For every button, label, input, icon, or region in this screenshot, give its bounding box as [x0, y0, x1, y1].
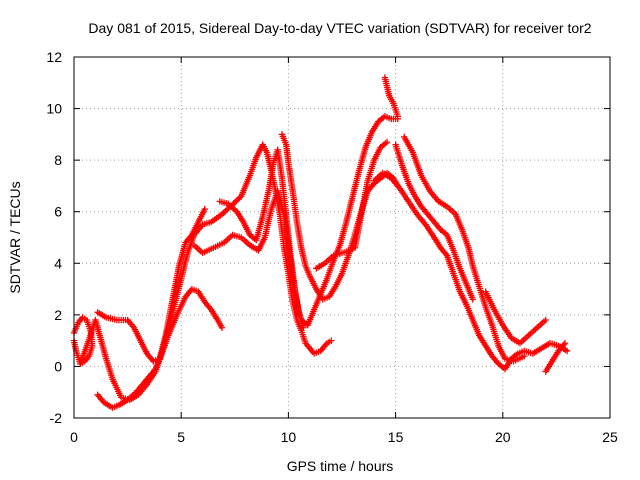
series-arc-10	[381, 74, 401, 120]
data-point	[300, 324, 307, 331]
x-tick-label: 25	[602, 429, 618, 445]
y-tick-label: 12	[46, 49, 62, 65]
series-arc-3	[94, 285, 226, 411]
y-tick-label: -2	[50, 410, 63, 426]
x-tick-label: 10	[281, 429, 297, 445]
y-tick-label: 2	[54, 307, 62, 323]
data-point	[563, 347, 571, 355]
data-points	[70, 74, 571, 411]
data-point	[328, 337, 335, 344]
y-tick-label: 4	[54, 255, 62, 271]
y-tick-label: 6	[54, 204, 62, 220]
chart-title: Day 081 of 2015, Sidereal Day-to-day VTE…	[88, 20, 591, 36]
data-point	[383, 138, 391, 146]
x-tick-label: 20	[495, 429, 511, 445]
data-point	[295, 311, 303, 319]
x-tick-label: 15	[388, 429, 404, 445]
series-arc-12	[400, 133, 528, 365]
series-arc-4	[94, 205, 208, 365]
plot-frame	[73, 56, 611, 419]
data-point-interp	[231, 198, 239, 206]
series-arc-6	[216, 146, 303, 319]
x-tick-label: 5	[177, 429, 185, 445]
data-point	[394, 113, 401, 120]
y-tick-label: 8	[54, 152, 62, 168]
data-point	[542, 316, 549, 324]
x-axis-label: GPS time / hours	[287, 458, 394, 474]
series-arc-9	[313, 138, 391, 272]
y-axis-label: SDTVAR / TECUs	[7, 181, 23, 293]
y-tick-label: 0	[54, 358, 62, 374]
series-arc-8	[298, 113, 401, 329]
y-tick-label: 10	[46, 101, 62, 117]
data-point	[469, 296, 476, 303]
series-arc-7	[278, 131, 401, 303]
data-point	[521, 352, 528, 360]
tick-layer: 0 5 10 15 20 25 -2 0 2 4 6 8 10 12	[46, 49, 618, 445]
data-point	[218, 324, 226, 331]
data-point-interp	[233, 197, 240, 204]
series-arc-15	[542, 340, 569, 375]
data-point-interp	[234, 195, 242, 203]
series-arc-13	[392, 141, 476, 303]
series-arc-11	[370, 169, 571, 373]
data-point	[561, 340, 569, 347]
series-arc-2	[77, 141, 335, 404]
series-arc-14	[482, 288, 549, 347]
x-tick-label: 0	[70, 429, 78, 445]
data-point	[201, 205, 208, 213]
